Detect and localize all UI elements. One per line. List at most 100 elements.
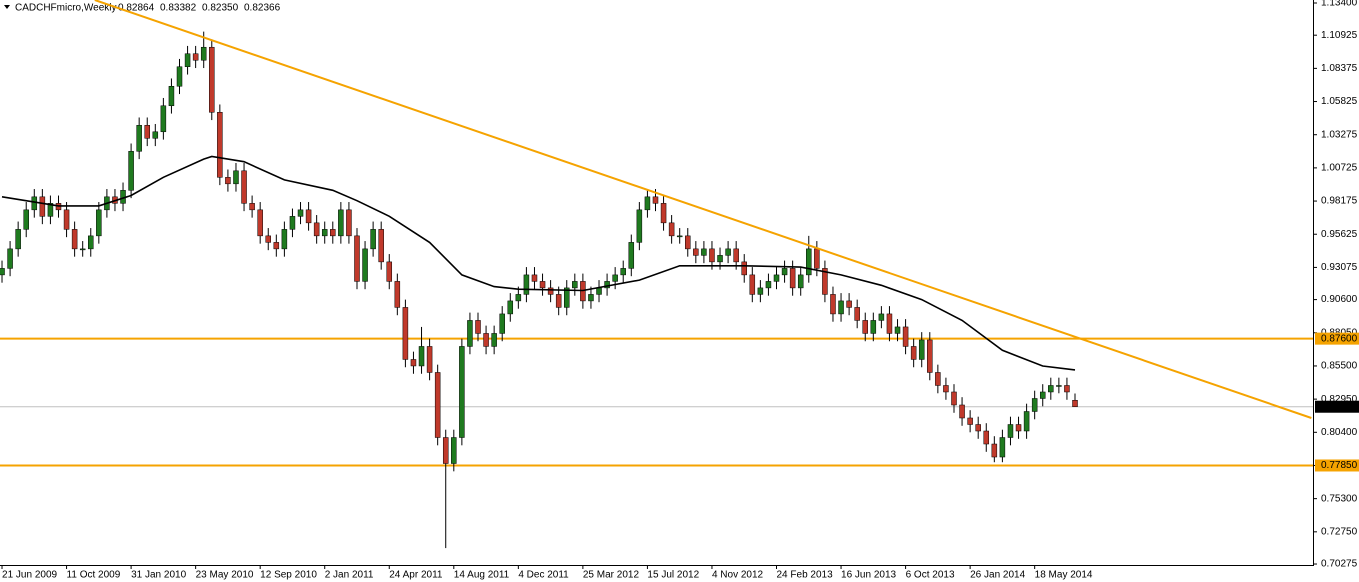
candle-body [814,248,820,269]
x-tick-label: 11 Oct 2009 [67,570,121,581]
candle-body [386,261,393,282]
y-tick-label: 0.70275 [1321,559,1358,570]
candle-body [927,339,933,373]
candle-body [838,300,844,315]
candle-body [96,209,102,237]
candle-body [346,209,352,237]
candle-body [338,209,344,237]
y-tick-label: 0.85500 [1321,361,1358,372]
candle-body [249,203,255,211]
price-label: 0.82366 [1321,401,1358,412]
candle-body [273,242,280,250]
x-tick-label: 2 Jan 2011 [325,570,374,581]
candle-body [426,346,433,373]
y-tick-label: 0.80400 [1321,427,1358,438]
candle-body [354,235,360,282]
candle-body [975,424,981,432]
candle-body [555,294,562,308]
candle-body [451,437,457,464]
x-tick-label: 24 Feb 2013 [777,570,834,581]
candle-body [265,235,271,243]
candle-body [539,281,546,289]
ohlc-label: 0.82350 [202,3,239,14]
moving-average [1,155,1076,371]
candle-body [225,177,231,185]
candle-body [47,203,54,217]
candle-body [168,86,175,107]
x-tick-label: 18 May 2014 [1035,570,1093,581]
candle-body [951,391,957,406]
candle-body [523,274,530,295]
candle-body [394,281,401,308]
x-tick-label: 21 Jun 2009 [2,570,57,581]
candle-body [209,46,215,113]
price-label-box [1315,459,1359,472]
candle-body [507,300,514,315]
candle-body [991,443,998,458]
candle-body [749,274,756,295]
candle-body [636,209,643,243]
candle-body [515,294,522,302]
x-tick-label: 12 Sep 2010 [260,570,317,581]
candle-body [773,274,780,282]
chart-title: CADCHFmicro,Weekly [15,3,117,14]
candle-body [475,320,481,334]
candle-body [31,196,38,211]
x-tick-label: 14 Aug 2011 [454,570,510,581]
candle-body [297,209,304,217]
candle-body [959,404,965,419]
candle-body [362,248,368,282]
candle-body [709,248,715,263]
candle-body [757,287,764,295]
x-tick-label: 4 Dec 2011 [518,570,569,581]
y-tick-label: 1.13400 [1321,0,1358,9]
candle-body [1039,391,1046,399]
candle-body [63,209,70,230]
candle-body [128,151,134,191]
candle-body [160,105,167,133]
candle-body [870,320,877,334]
candle-body [894,326,901,334]
candle-body [442,437,449,464]
candle-body [676,235,683,238]
candle-body [378,229,384,263]
candle-body [781,268,788,276]
candle-body [370,229,376,250]
candle-body [789,268,796,289]
candle-body [257,209,263,237]
candle-body [797,274,804,289]
candle-body [854,307,860,321]
candle-body [878,313,885,321]
candle-body [668,222,675,237]
candle-body [233,170,239,185]
candle-body [71,229,78,250]
candle-body [459,346,465,438]
candle-body [1031,398,1038,412]
x-tick-label: 31 Jan 2010 [131,570,186,581]
candle-body [846,300,852,308]
candle-body [902,326,909,347]
candle-body [596,287,602,295]
candle-body [572,281,578,289]
candle-body [313,222,320,237]
y-tick-label: 0.95625 [1321,229,1358,240]
candle-body [701,248,707,256]
candle-body [483,333,489,347]
candle-body [1023,411,1030,432]
candle-body [79,248,86,251]
candle-body [184,53,191,67]
price-label-box [1315,332,1359,345]
x-tick-label: 6 Oct 2013 [906,570,955,581]
y-tick-label: 1.10925 [1321,30,1358,41]
y-tick-label: 0.98175 [1321,196,1358,207]
candle-body [467,320,473,347]
ohlc-label: 0.82366 [244,3,281,14]
candle-body [943,385,949,393]
candle-body [418,346,425,367]
candle-body [806,248,812,276]
candle-body [693,248,699,256]
ohlc-label: 0.82864 [118,3,155,14]
y-tick-label: 0.82950 [1321,394,1358,405]
candle-body [200,46,207,61]
